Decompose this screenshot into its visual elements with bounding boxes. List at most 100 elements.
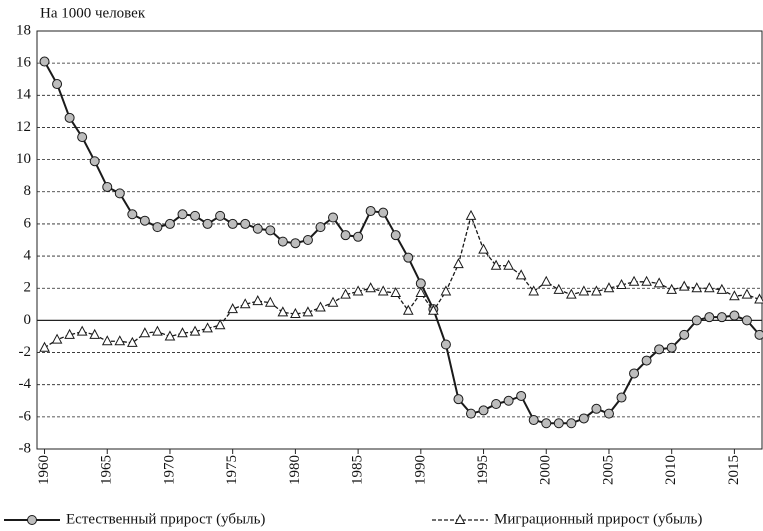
x-tick-label: 2010 (663, 455, 679, 485)
data-point (616, 392, 627, 403)
data-point (678, 280, 690, 291)
data-point (729, 290, 740, 301)
y-tick-label: 18 (16, 22, 31, 38)
legend-marker (27, 515, 37, 525)
series-line (44, 213, 760, 349)
data-point (465, 209, 477, 220)
data-point (453, 394, 464, 405)
data-point (77, 132, 88, 143)
data-point (51, 333, 63, 344)
data-point (89, 156, 100, 167)
data-point (415, 286, 427, 298)
legend-marker (454, 513, 466, 524)
data-point (102, 181, 113, 192)
y-tick-label: 0 (24, 312, 32, 328)
data-point (528, 415, 539, 426)
data-point (114, 188, 125, 199)
data-point (377, 285, 389, 296)
x-tick-label: 1960 (36, 455, 52, 485)
data-point (716, 283, 728, 294)
data-point (603, 408, 614, 419)
data-point (227, 303, 239, 314)
x-tick-label: 1975 (224, 455, 240, 485)
data-point (315, 222, 326, 233)
y-tick-label: -6 (19, 408, 32, 424)
data-point (491, 398, 502, 409)
data-point (741, 288, 753, 299)
data-point (403, 252, 414, 263)
data-point (152, 325, 163, 336)
x-tick-label: 1980 (287, 455, 303, 485)
data-point (39, 341, 50, 352)
legend-label: Миграционный прирост (убыль) (494, 511, 702, 527)
data-point (340, 288, 351, 299)
data-point (353, 231, 364, 242)
y-tick-label: 4 (24, 248, 32, 264)
data-point (453, 258, 464, 269)
data-point (277, 306, 289, 317)
data-point (641, 355, 652, 366)
data-point (528, 285, 540, 296)
data-point (440, 339, 451, 350)
data-point (654, 344, 665, 355)
data-point (152, 222, 163, 233)
data-point (252, 295, 264, 306)
data-point (227, 218, 238, 229)
y-tick-label: -4 (19, 376, 32, 392)
data-point (503, 395, 514, 406)
x-tick-label: 1995 (475, 455, 491, 485)
data-point (214, 319, 226, 330)
data-point (578, 285, 590, 296)
data-point (428, 304, 439, 315)
data-point (327, 296, 339, 307)
data-point (177, 327, 188, 338)
x-tick-label: 1990 (412, 455, 428, 485)
data-point (666, 283, 678, 294)
data-point (177, 209, 188, 220)
data-point (340, 230, 351, 241)
data-point (641, 275, 652, 286)
data-point (716, 312, 727, 323)
data-point (503, 259, 514, 270)
data-point (52, 79, 63, 90)
data-point (328, 212, 339, 223)
data-point (101, 335, 113, 346)
data-point (729, 310, 740, 321)
x-tick-label: 1970 (161, 455, 177, 485)
data-point (553, 283, 565, 294)
data-point (540, 275, 552, 286)
data-point (252, 223, 263, 234)
data-point (64, 112, 75, 123)
y-tick-label: -8 (19, 440, 32, 456)
data-point (629, 368, 640, 379)
data-point (541, 418, 552, 429)
data-point (515, 269, 527, 280)
data-point (666, 342, 677, 353)
series-line (43, 61, 761, 425)
data-point (352, 285, 364, 296)
data-point (89, 328, 101, 339)
data-point (628, 275, 640, 286)
data-point (164, 218, 175, 229)
data-point (478, 405, 489, 416)
data-point (754, 293, 763, 304)
data-point (591, 285, 602, 296)
data-point (741, 315, 752, 326)
data-point (202, 218, 213, 229)
plot-frame (36, 30, 763, 450)
data-point (215, 210, 226, 221)
data-point (478, 243, 489, 254)
y-tick-label: 10 (16, 151, 31, 167)
y-tick-label: 16 (16, 55, 32, 71)
x-tick-label: 2005 (600, 455, 616, 485)
data-point (127, 209, 138, 220)
x-tick-label: 2015 (726, 455, 742, 485)
data-point (465, 408, 476, 419)
y-tick-label: 12 (16, 119, 31, 135)
data-point (591, 403, 602, 414)
y-tick-label: 14 (16, 87, 32, 103)
data-point (265, 225, 276, 236)
data-point (139, 215, 150, 226)
data-point (365, 282, 376, 293)
